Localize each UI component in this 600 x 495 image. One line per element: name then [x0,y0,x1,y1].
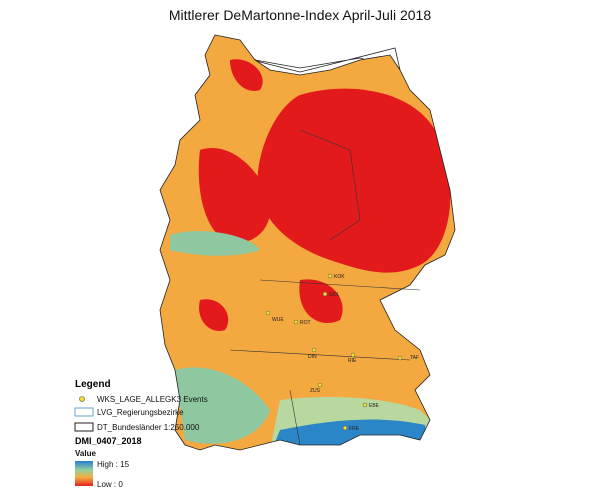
station-label: WUE [272,317,284,323]
station-points [265,273,403,431]
legend: Legend WKS_LAGE_ALLEGK3 Events LVG_Regie… [74,379,208,489]
country-border [159,34,456,451]
legend-swatch [74,407,94,417]
station-label: RIE [348,358,357,364]
legend-title: Legend [75,379,111,390]
station-label: EBE [369,403,380,409]
legend-value: Value [75,449,96,458]
station-label: ROT [300,320,311,326]
legend-text: DT_Bundesländer 1:250.000 [97,423,200,432]
station-label: FRE [349,426,360,432]
legend-text: WKS_LAGE_ALLEGK3 Events [97,395,208,404]
legend-text: LVG_Regierungsbezirke [97,408,184,417]
station-label: GOL [329,292,340,298]
coast-outline [224,44,401,73]
map-title: Mittlerer DeMartonne-Index April-Juli 20… [169,7,431,23]
station-label: ZUS [310,388,321,394]
legend-low: Low : 0 [97,480,123,489]
legend-swatch [74,422,94,432]
station-label: TAF [410,355,419,361]
station-labels: KOK GOL WUE ROT DIN RIE TAF ZUS EBE FRE [272,274,419,432]
state-borders [229,129,421,446]
legend-high: High : 15 [97,460,130,469]
legend-raster: DMI_0407_2018 [75,436,142,446]
raster [160,35,455,450]
legend-ramp [75,461,93,486]
legend-point [79,396,85,402]
station-label: KOK [334,274,345,280]
station-label: DIN [308,354,317,360]
